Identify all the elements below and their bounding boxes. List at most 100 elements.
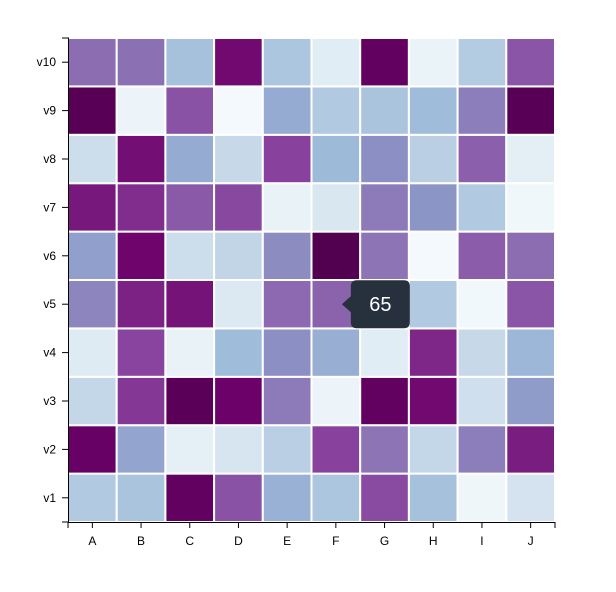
heatmap-cell-J-v8[interactable]	[505, 133, 556, 185]
heatmap-cell-G-v3[interactable]	[359, 375, 410, 427]
y-tick-label: v4	[43, 346, 56, 360]
heatmap-cell-B-v9[interactable]	[115, 85, 167, 136]
heatmap-cell-F-v9[interactable]	[310, 85, 362, 136]
heatmap-cell-E-v9[interactable]	[261, 85, 313, 136]
heatmap-cell-G-v4[interactable]	[359, 327, 410, 378]
heatmap-cell-I-v3[interactable]	[456, 375, 508, 427]
heatmap-cell-F-v1[interactable]	[310, 472, 362, 524]
heatmap-cell-I-v1[interactable]	[456, 472, 508, 524]
heatmap-cell-I-v9[interactable]	[456, 85, 508, 136]
heatmap-cell-F-v10[interactable]	[310, 37, 362, 88]
heatmap-cell-G-v9[interactable]	[359, 85, 410, 136]
heatmap-cell-F-v3[interactable]	[310, 375, 362, 427]
heatmap-cell-G-v10[interactable]	[359, 37, 410, 88]
heatmap-cell-F-v7[interactable]	[310, 182, 362, 233]
heatmap-cell-E-v6[interactable]	[261, 230, 313, 282]
heatmap-cell-H-v5[interactable]	[407, 279, 459, 330]
heatmap-cell-J-v4[interactable]	[505, 327, 556, 378]
heatmap-cell-E-v8[interactable]	[261, 133, 313, 185]
heatmap-cell-E-v7[interactable]	[261, 182, 313, 233]
x-tick-label: A	[88, 534, 96, 548]
heatmap-cell-B-v10[interactable]	[115, 37, 167, 88]
heatmap-cell-H-v8[interactable]	[407, 133, 459, 185]
heatmap-cell-A-v8[interactable]	[67, 133, 118, 185]
heatmap-cell-D-v3[interactable]	[213, 375, 264, 427]
heatmap-cell-J-v10[interactable]	[505, 37, 556, 88]
heatmap-cell-D-v10[interactable]	[213, 37, 264, 88]
heatmap-cell-J-v5[interactable]	[505, 279, 556, 330]
heatmap-cell-I-v10[interactable]	[456, 37, 508, 88]
heatmap-cell-J-v2[interactable]	[505, 424, 556, 475]
heatmap-cell-B-v8[interactable]	[115, 133, 167, 185]
heatmap-cell-B-v3[interactable]	[115, 375, 167, 427]
heatmap-cell-A-v10[interactable]	[67, 37, 118, 88]
heatmap-cell-J-v1[interactable]	[505, 472, 556, 524]
heatmap-cell-D-v7[interactable]	[213, 182, 264, 233]
heatmap-cell-C-v5[interactable]	[164, 279, 216, 330]
heatmap-cell-E-v4[interactable]	[261, 327, 313, 378]
heatmap-cell-C-v7[interactable]	[164, 182, 216, 233]
heatmap-cell-C-v8[interactable]	[164, 133, 216, 185]
heatmap-cell-D-v8[interactable]	[213, 133, 264, 185]
heatmap-cell-D-v5[interactable]	[213, 279, 264, 330]
heatmap-cell-G-v2[interactable]	[359, 424, 410, 475]
heatmap-cell-D-v9[interactable]	[213, 85, 264, 136]
heatmap-cell-D-v2[interactable]	[213, 424, 264, 475]
heatmap-cell-D-v6[interactable]	[213, 230, 264, 282]
heatmap-cell-C-v4[interactable]	[164, 327, 216, 378]
heatmap-cell-I-v4[interactable]	[456, 327, 508, 378]
heatmap-cell-J-v6[interactable]	[505, 230, 556, 282]
heatmap-cell-J-v3[interactable]	[505, 375, 556, 427]
heatmap-cell-B-v4[interactable]	[115, 327, 167, 378]
heatmap-cell-F-v2[interactable]	[310, 424, 362, 475]
heatmap-cell-G-v1[interactable]	[359, 472, 410, 524]
heatmap-cell-H-v4[interactable]	[407, 327, 459, 378]
heatmap-cell-A-v9[interactable]	[67, 85, 118, 136]
heatmap-cell-A-v3[interactable]	[67, 375, 118, 427]
heatmap-cell-C-v10[interactable]	[164, 37, 216, 88]
heatmap-cell-I-v5[interactable]	[456, 279, 508, 330]
heatmap-cell-F-v8[interactable]	[310, 133, 362, 185]
heatmap-cell-G-v7[interactable]	[359, 182, 410, 233]
heatmap-cell-F-v6[interactable]	[310, 230, 362, 282]
heatmap-cell-F-v4[interactable]	[310, 327, 362, 378]
heatmap-cell-C-v3[interactable]	[164, 375, 216, 427]
heatmap-cell-B-v7[interactable]	[115, 182, 167, 233]
heatmap-cell-G-v6[interactable]	[359, 230, 410, 282]
heatmap-cell-B-v2[interactable]	[115, 424, 167, 475]
heatmap-cell-I-v8[interactable]	[456, 133, 508, 185]
heatmap-cell-E-v2[interactable]	[261, 424, 313, 475]
heatmap-cell-C-v9[interactable]	[164, 85, 216, 136]
heatmap-cell-A-v7[interactable]	[67, 182, 118, 233]
heatmap-cell-E-v3[interactable]	[261, 375, 313, 427]
heatmap-cell-A-v6[interactable]	[67, 230, 118, 282]
heatmap-cell-B-v1[interactable]	[115, 472, 167, 524]
heatmap-cell-G-v8[interactable]	[359, 133, 410, 185]
heatmap-cell-D-v4[interactable]	[213, 327, 264, 378]
heatmap-cell-A-v4[interactable]	[67, 327, 118, 378]
heatmap-cell-B-v6[interactable]	[115, 230, 167, 282]
heatmap-cell-H-v1[interactable]	[407, 472, 459, 524]
heatmap-cell-C-v2[interactable]	[164, 424, 216, 475]
heatmap-cell-H-v9[interactable]	[407, 85, 459, 136]
heatmap-cell-H-v10[interactable]	[407, 37, 459, 88]
heatmap-cell-E-v5[interactable]	[261, 279, 313, 330]
heatmap-cell-I-v7[interactable]	[456, 182, 508, 233]
heatmap-cell-A-v2[interactable]	[67, 424, 118, 475]
heatmap-cell-H-v2[interactable]	[407, 424, 459, 475]
heatmap-cell-H-v3[interactable]	[407, 375, 459, 427]
heatmap-cell-D-v1[interactable]	[213, 472, 264, 524]
heatmap-cell-J-v9[interactable]	[505, 85, 556, 136]
heatmap-cell-E-v1[interactable]	[261, 472, 313, 524]
heatmap-cell-E-v10[interactable]	[261, 37, 313, 88]
heatmap-cell-I-v6[interactable]	[456, 230, 508, 282]
heatmap-cell-I-v2[interactable]	[456, 424, 508, 475]
heatmap-cell-J-v7[interactable]	[505, 182, 556, 233]
heatmap-cell-A-v5[interactable]	[67, 279, 118, 330]
heatmap-cell-C-v1[interactable]	[164, 472, 216, 524]
heatmap-cell-B-v5[interactable]	[115, 279, 167, 330]
heatmap-cell-H-v6[interactable]	[407, 230, 459, 282]
heatmap-cell-A-v1[interactable]	[67, 472, 118, 524]
heatmap-cell-C-v6[interactable]	[164, 230, 216, 282]
heatmap-cell-H-v7[interactable]	[407, 182, 459, 233]
